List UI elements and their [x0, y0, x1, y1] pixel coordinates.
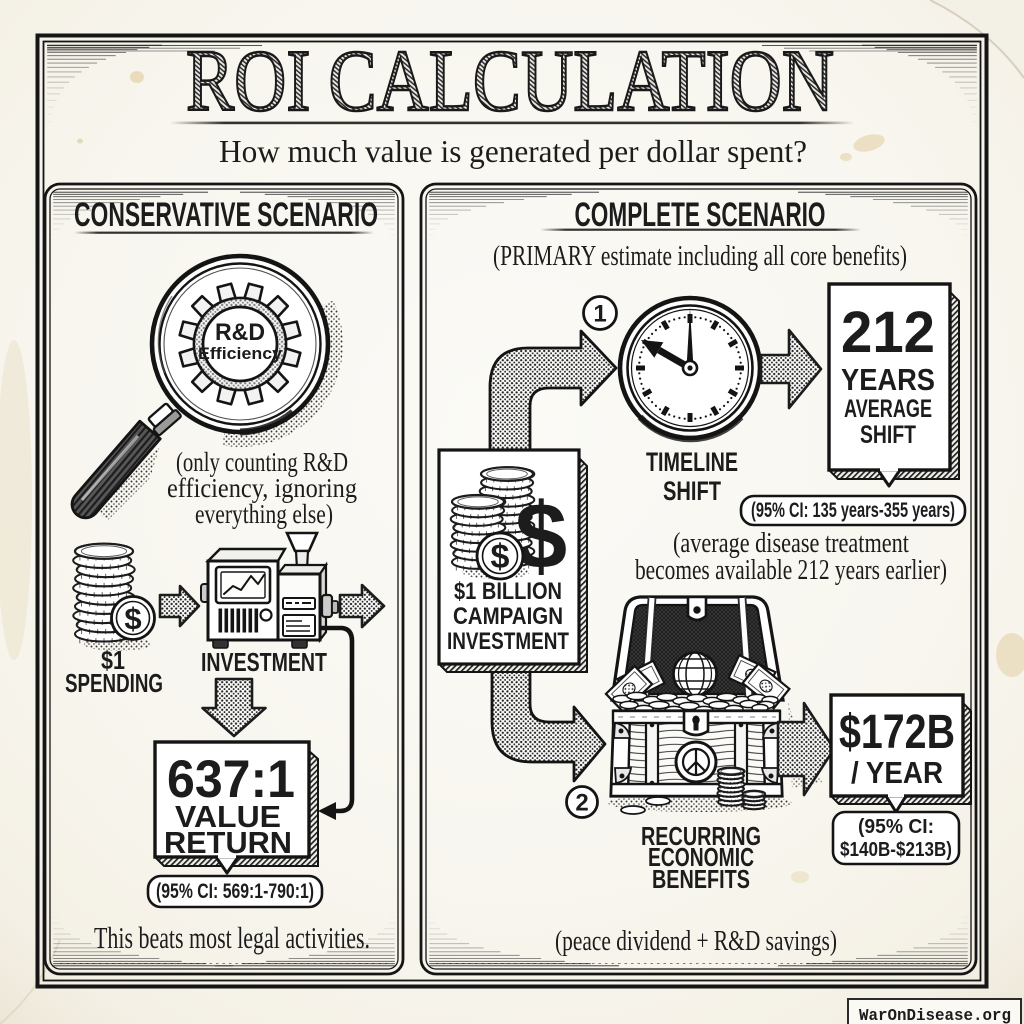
svg-text:SHIFT: SHIFT: [663, 476, 721, 506]
svg-text:TIMELINE: TIMELINE: [646, 447, 738, 477]
svg-text:/ YEAR: / YEAR: [851, 755, 943, 790]
svg-text:becomes available 212 years ea: becomes available 212 years earlier): [635, 555, 947, 586]
svg-text:COMPLETE SCENARIO: COMPLETE SCENARIO: [575, 196, 826, 234]
svg-text:2: 2: [575, 790, 588, 817]
svg-text:YEARS: YEARS: [841, 362, 935, 397]
svg-text:(95% CI:: (95% CI:: [858, 816, 934, 838]
svg-text:CAMPAIGN: CAMPAIGN: [453, 603, 563, 630]
svg-text:AVERAGE: AVERAGE: [844, 395, 932, 423]
svg-text:(only counting R&D: (only counting R&D: [176, 447, 348, 477]
svg-text:everything else): everything else): [195, 499, 333, 529]
svg-text:This beats most legal activiti: This beats most legal activities.: [94, 920, 370, 955]
svg-text:CONSERVATIVE SCENARIO: CONSERVATIVE SCENARIO: [74, 196, 378, 234]
svg-text:SPENDING: SPENDING: [65, 668, 163, 698]
svg-text:(peace dividend + R&D savings): (peace dividend + R&D savings): [555, 925, 837, 957]
svg-text:How much value is generated pe: How much value is generated per dollar s…: [219, 133, 807, 169]
svg-text:$: $: [515, 483, 567, 588]
svg-text:$1 BILLION: $1 BILLION: [454, 578, 562, 605]
svg-text:BENEFITS: BENEFITS: [652, 864, 750, 894]
svg-text:RECURRING: RECURRING: [641, 821, 761, 851]
svg-text:637:1: 637:1: [167, 750, 295, 809]
svg-text:efficiency, ignoring: efficiency, ignoring: [167, 473, 357, 503]
svg-text:RETURN: RETURN: [164, 825, 292, 860]
svg-text:WarOnDisease.org: WarOnDisease.org: [859, 1007, 1011, 1024]
svg-text:(95% CI: 135 years-355 years): (95% CI: 135 years-355 years): [751, 499, 955, 522]
svg-text:$: $: [491, 538, 510, 576]
svg-text:INVESTMENT: INVESTMENT: [201, 647, 327, 677]
svg-text:Efficiency: Efficiency: [198, 344, 283, 363]
svg-text:$1: $1: [101, 645, 125, 675]
svg-text:(average disease treatment: (average disease treatment: [673, 528, 909, 559]
svg-text:$140B-$213B): $140B-$213B): [840, 839, 952, 861]
svg-text:(PRIMARY estimate including al: (PRIMARY estimate including all core ben…: [493, 240, 907, 272]
svg-text:VALUE: VALUE: [175, 799, 281, 834]
svg-text:(95% CI: 569:1-790:1): (95% CI: 569:1-790:1): [156, 880, 314, 903]
svg-text:$: $: [124, 601, 141, 636]
svg-text:R&D: R&D: [215, 319, 265, 346]
svg-text:ROI CALCULATION: ROI CALCULATION: [186, 33, 834, 130]
svg-text:ECONOMIC: ECONOMIC: [648, 842, 754, 872]
svg-text:ROI CALCULATION: ROI CALCULATION: [186, 33, 834, 130]
svg-text:1: 1: [593, 301, 606, 328]
svg-text:SHIFT: SHIFT: [860, 421, 916, 449]
svg-text:212: 212: [841, 300, 935, 365]
svg-text:$172B: $172B: [839, 706, 955, 759]
svg-text:INVESTMENT: INVESTMENT: [447, 628, 569, 655]
